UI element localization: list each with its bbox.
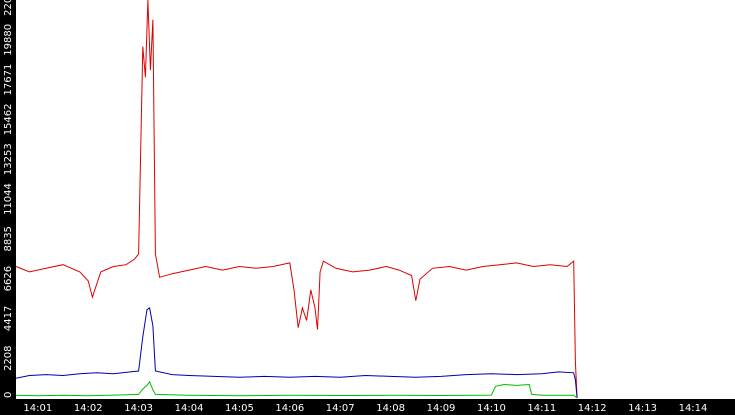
x-tick-label: 14:10 xyxy=(477,403,506,414)
series-line-2 xyxy=(15,307,578,399)
y-tick-label: 17671 xyxy=(3,64,14,96)
x-tick-label: 14:06 xyxy=(275,403,304,414)
x-tick-label: 14:08 xyxy=(376,403,405,414)
series-line-1 xyxy=(15,0,578,399)
series-layer xyxy=(15,0,578,399)
y-tick-label: 15462 xyxy=(3,103,14,135)
x-tick-label: 14:13 xyxy=(628,403,657,414)
series-line-3 xyxy=(15,380,578,399)
y-tick-label: 8835 xyxy=(3,226,14,251)
x-axis-bar xyxy=(0,399,735,415)
y-tick-label: 0 xyxy=(3,392,14,398)
y-tick-label: 4417 xyxy=(3,306,14,331)
x-tick-label: 14:12 xyxy=(578,403,607,414)
x-axis-ticks: 14:01 14:02 14:03 14:04 14:05 14:06 14:07 14:08… xyxy=(23,403,707,414)
y-tick-label: 2208 xyxy=(3,345,14,370)
y-tick-label: 13253 xyxy=(3,143,14,175)
x-tick-label: 14:02 xyxy=(74,403,103,414)
x-tick-label: 14:07 xyxy=(326,403,355,414)
x-tick-label: 14:14 xyxy=(679,403,708,414)
y-tick-label: 11044 xyxy=(3,183,14,215)
x-tick-label: 14:09 xyxy=(427,403,456,414)
y-axis-ticks: 0 2208 4417 6626 8835 11044 13253 15462 17671 198… xyxy=(3,0,14,398)
y-tick-label: 22089 xyxy=(3,0,14,16)
x-tick-label: 14:05 xyxy=(225,403,254,414)
x-tick-label: 14:11 xyxy=(527,403,556,414)
x-tick-label: 14:03 xyxy=(124,403,153,414)
x-tick-label: 14:04 xyxy=(175,403,204,414)
y-tick-label: 19880 xyxy=(3,24,14,56)
y-axis-bar xyxy=(0,0,16,415)
x-tick-label: 14:01 xyxy=(23,403,52,414)
y-tick-label: 6626 xyxy=(3,266,14,291)
